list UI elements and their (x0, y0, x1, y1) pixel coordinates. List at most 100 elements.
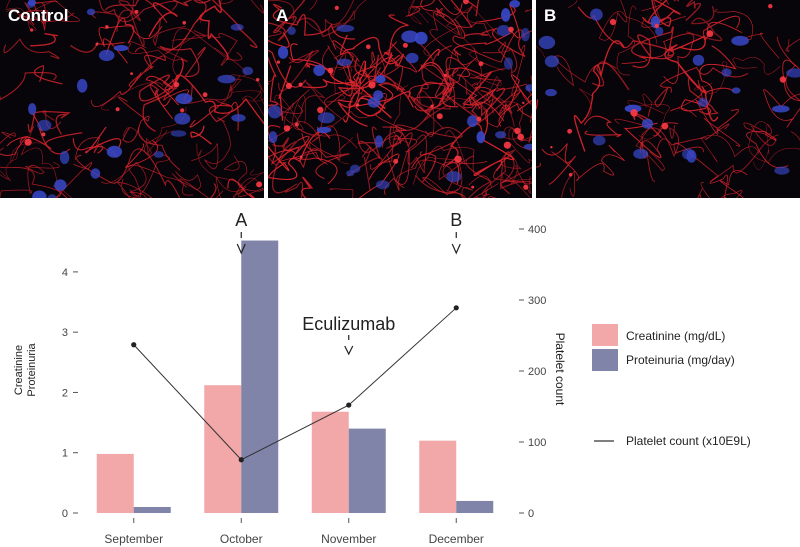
nucleus (731, 87, 741, 94)
fiber-spot (41, 132, 46, 137)
fiber-strand (473, 111, 515, 176)
nucleus (509, 0, 521, 8)
fiber-strand (501, 155, 531, 195)
fiber-strand (422, 176, 465, 198)
fiber-strand (353, 57, 397, 88)
fiber-strand (383, 14, 409, 63)
fiber-strand (719, 170, 748, 198)
fiber-strand (639, 123, 730, 154)
nucleus (692, 54, 705, 66)
left-axis-tick-label: 2 (62, 387, 68, 399)
fiber-spot (355, 103, 360, 107)
fiber-strand (732, 57, 781, 75)
fiber-strand (72, 138, 104, 154)
fiber-strand (416, 63, 455, 122)
fiber-strand (512, 128, 532, 151)
fiber-strand (328, 26, 419, 102)
fiber-strand (148, 2, 178, 38)
fiber-strand (369, 124, 463, 170)
nucleus (28, 103, 37, 115)
nucleus (374, 135, 383, 148)
bar-proteinuria-september (133, 506, 171, 513)
fiber-strand (753, 125, 770, 170)
fiber-spot (24, 138, 32, 146)
nucleus (54, 179, 67, 191)
fiber-strand (614, 118, 665, 172)
fiber-strand (664, 35, 719, 122)
fiber-strand (673, 142, 728, 198)
nucleus (545, 88, 557, 97)
fiber-strand (268, 50, 307, 106)
fiber-spot (567, 128, 572, 134)
fiber-strand (700, 134, 760, 163)
nucleus (501, 8, 511, 22)
left-axis-title-line1: Creatinine (13, 345, 25, 395)
fiber-spot (202, 92, 208, 98)
nucleus (32, 190, 47, 198)
fiber-strand (268, 32, 290, 48)
fiber-strand (641, 0, 670, 12)
fiber-strand (299, 132, 350, 180)
fiber-strand (641, 125, 680, 182)
fiber-strand (551, 144, 625, 181)
fiber-strand (268, 0, 295, 21)
fiber-spot (283, 125, 291, 132)
nucleus (26, 1, 35, 8)
fiber-strand (125, 139, 159, 168)
nucleus (336, 58, 352, 66)
fiber-spot (182, 21, 186, 25)
fiber-strand (196, 143, 258, 196)
fiber-strand (85, 126, 122, 154)
fiber-strand (116, 178, 153, 198)
nucleus (37, 119, 52, 131)
fiber-spot (317, 106, 324, 114)
fiber-strand (703, 15, 743, 41)
fiber-strand (322, 45, 360, 76)
annotation-b: B (450, 210, 462, 230)
bar-creatinine-october (204, 385, 242, 513)
fiber-strand (159, 0, 207, 78)
nucleus (170, 130, 187, 137)
fiber-strand (175, 57, 264, 125)
fiber-spot (503, 141, 511, 149)
fiber-strand (700, 182, 743, 198)
fiber-strand (474, 81, 506, 128)
fiber-strand (445, 6, 504, 71)
fiber-strand (172, 0, 258, 49)
fiber-spot (630, 109, 638, 117)
nucleus (592, 135, 606, 146)
fiber-strand (268, 0, 306, 42)
nucleus (523, 143, 532, 150)
fiber-spot (334, 5, 339, 10)
nucleus (697, 98, 709, 107)
fiber-strand (358, 153, 400, 198)
fiber-strand (790, 131, 800, 141)
fiber-strand (284, 181, 304, 198)
fiber-strand (138, 74, 177, 132)
fiber-strand (101, 82, 164, 111)
fiber-spot (130, 72, 134, 75)
fiber-strand (165, 27, 226, 58)
x-axis-label-september: September (104, 532, 163, 546)
fiber-strand (118, 96, 181, 171)
bar-proteinuria-october (241, 240, 279, 513)
nucleus (153, 151, 164, 158)
fiber-strand (654, 66, 749, 107)
nucleus (496, 25, 511, 37)
nucleus (375, 75, 386, 84)
left-axis-tick-label: 4 (62, 267, 68, 279)
fiber-strand (323, 65, 358, 103)
nucleus (231, 114, 246, 122)
fiber-strand (410, 153, 437, 183)
annotation-arrow-b (451, 243, 461, 255)
bar-creatinine-december (419, 440, 457, 513)
fiber-spot (299, 155, 303, 159)
fiber-spot (393, 158, 399, 164)
fiber-strand (677, 62, 741, 147)
nucleus (175, 93, 193, 105)
fiber-strand (232, 169, 264, 198)
fiber-strand (785, 38, 800, 52)
nucleus (86, 8, 96, 16)
nucleus (405, 52, 419, 64)
fiber-strand (439, 72, 502, 110)
